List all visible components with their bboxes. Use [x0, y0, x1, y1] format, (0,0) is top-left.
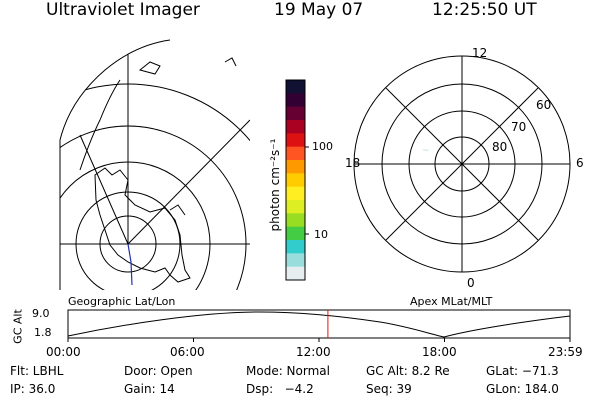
mlt-label-18: 18	[345, 156, 361, 170]
timeline-xtick-1800: 18:00	[422, 345, 457, 359]
colorbar-band	[286, 106, 305, 121]
mlat-label-70: 70	[511, 120, 527, 134]
colorbar-tick-10: 10	[314, 228, 328, 241]
title-bar: Ultraviolet Imager 19 May 07 12:25:50 UT	[0, 0, 600, 24]
colorbar-frame	[285, 79, 306, 281]
colorbar-tick-100: 100	[312, 140, 333, 153]
status-glon: GLon: 184.0	[486, 382, 559, 396]
timeline-xtick-1200: 12:00	[296, 345, 331, 359]
colorbar-band	[286, 240, 305, 254]
polar-diagonal	[385, 87, 539, 241]
mlt-label-12: 12	[472, 46, 488, 60]
colorbar-band	[286, 226, 305, 241]
colorbar-band	[286, 266, 305, 281]
mlat-label-60: 60	[536, 98, 552, 112]
timeline-right-caption: Apex MLat/MLT	[410, 295, 493, 308]
status-glat: GLat: −71.3	[486, 364, 559, 378]
colorbar-band	[286, 213, 305, 228]
coastline	[79, 79, 121, 171]
timeline-ytick-9: 9.0	[32, 307, 50, 320]
colorbar-band	[286, 173, 305, 188]
date-label: 19 May 07	[274, 0, 364, 20]
coastline	[169, 204, 186, 216]
map-meridian	[79, 134, 129, 245]
colorbar-band	[286, 253, 305, 268]
status-seq: Seq: 39	[366, 382, 412, 396]
spacecraft-track	[127, 243, 133, 286]
mlt-label-0: 0	[467, 276, 475, 290]
island-coastline	[224, 57, 237, 67]
mlat-label-80: 80	[492, 140, 508, 154]
colorbar-band	[286, 160, 305, 174]
timeline-ytick-1.8: 1.8	[34, 326, 52, 339]
mlt-label-6: 6	[576, 156, 584, 170]
timeline-xtick-2359: 23:59	[548, 345, 583, 359]
instrument-title: Ultraviolet Imager	[46, 0, 200, 20]
altitude-curve	[67, 311, 571, 338]
colorbar-band	[286, 133, 305, 148]
colorbar-band	[286, 186, 305, 201]
map-meridian	[127, 119, 250, 245]
status-mode: Mode: Normal	[246, 364, 330, 378]
status-gc-alt: GC Alt: 8.2 Re	[366, 364, 450, 378]
timeline-left-caption: Geographic Lat/Lon	[68, 295, 176, 308]
status-door: Door: Open	[124, 364, 193, 378]
colorbar-band	[286, 93, 305, 108]
status-gain: Gain: 14	[124, 382, 175, 396]
colorbar-band	[286, 200, 305, 214]
status-ip: IP: 36.0	[10, 382, 56, 396]
island-coastline	[138, 61, 161, 75]
timeline-xtick-0600: 06:00	[170, 345, 205, 359]
colorbar-band	[286, 146, 305, 161]
antarctica-coastline	[94, 167, 191, 283]
timeline-xtick-0000: 00:00	[46, 345, 81, 359]
colorbar-band	[286, 120, 305, 134]
time-label: 12:25:50 UT	[432, 0, 537, 20]
status-dsp: Dsp: −4.2	[246, 382, 314, 396]
status-filter: Flt: LBHL	[10, 364, 64, 378]
colorbar-band	[286, 80, 305, 94]
aurora-faint-mark: ~	[422, 146, 430, 156]
